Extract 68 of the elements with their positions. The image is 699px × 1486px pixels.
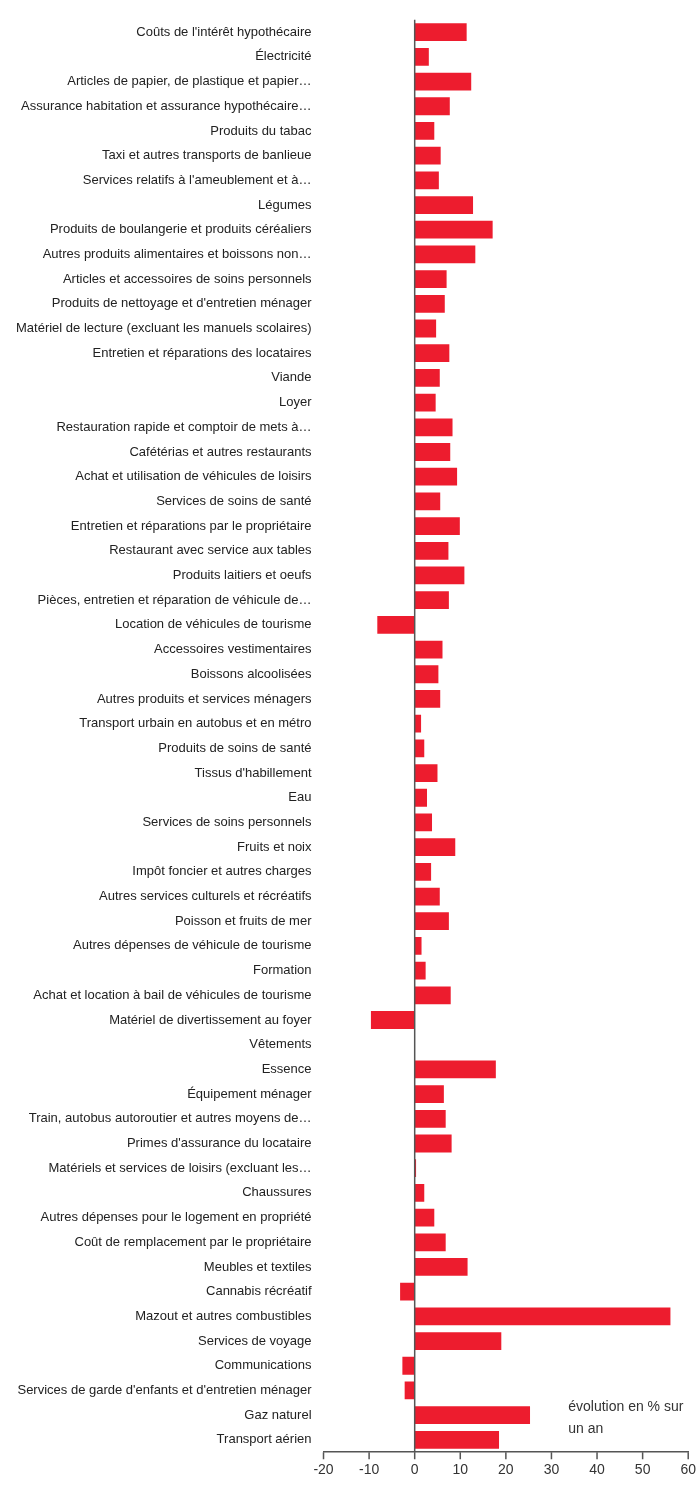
y-tick-label: Entretien et réparations par le propriétaire bbox=[70, 517, 312, 533]
y-tick-label: Produits laitiers et oeufs bbox=[172, 567, 313, 583]
y-tick-label: Équipement ménager bbox=[187, 1085, 313, 1101]
y-tick-label: Produits du tabac bbox=[210, 122, 312, 138]
x-tick-label: -10 bbox=[358, 1461, 380, 1478]
y-tick-label: Viande bbox=[271, 369, 312, 385]
y-tick-label: Loyer bbox=[278, 394, 313, 410]
y-tick-label: Articles de papier, de plastique et papier… bbox=[67, 73, 312, 89]
y-tick-label: Pièces, entretien et réparation de véhicule de… bbox=[37, 591, 312, 607]
x-tick-label: 40 bbox=[589, 1461, 606, 1478]
y-tick-label: Accessoires vestimentaires bbox=[154, 641, 313, 657]
y-tick-label: Cafétérias et autres restaurants bbox=[129, 443, 313, 459]
x-tick-label: -20 bbox=[313, 1461, 334, 1478]
y-tick-label: Essence bbox=[261, 1060, 312, 1076]
y-tick-label: Transport urbain en autobus et en métro bbox=[79, 715, 312, 731]
y-tick-label: Achat et utilisation de véhicules de loisirs bbox=[75, 468, 313, 484]
y-tick-label: Achat et location à bail de véhicules de tourisme bbox=[33, 986, 312, 1002]
y-tick-label: Mazout et autres combustibles bbox=[135, 1307, 313, 1323]
y-tick-label: Communications bbox=[214, 1357, 312, 1373]
y-tick-label: Légumes bbox=[258, 196, 313, 212]
x-tick-label: 30 bbox=[543, 1461, 560, 1478]
y-tick-label: Coûts de l'intérêt hypothécaire bbox=[136, 23, 312, 39]
x-tick-label: 50 bbox=[634, 1461, 651, 1478]
y-tick-label: Matériel de divertissement au foyer bbox=[109, 1011, 313, 1027]
y-tick-label: Train, autobus autoroutier et autres moyens de… bbox=[28, 1110, 312, 1126]
y-tick-label: Coût de remplacement par le propriétaire bbox=[74, 1233, 312, 1249]
y-tick-label: Produits de nettoyage et d'entretien ménager bbox=[51, 295, 313, 311]
y-tick-label: Location de véhicules de tourisme bbox=[114, 616, 312, 632]
y-tick-label: Chaussures bbox=[242, 1184, 313, 1200]
y-tick-label: Gaz naturel bbox=[244, 1406, 312, 1422]
y-tick-label: Services de soins de santé bbox=[156, 492, 312, 508]
y-tick-label: Primes d'assurance du locataire bbox=[126, 1135, 312, 1151]
x-tick-label: 10 bbox=[452, 1461, 469, 1478]
y-tick-label: Autres services culturels et récréatifs bbox=[99, 888, 313, 904]
x-tick-label: 60 bbox=[680, 1461, 697, 1478]
y-tick-label: Services de garde d'enfants et d'entretien ménager bbox=[17, 1382, 313, 1398]
y-tick-label: Restaurant avec service aux tables bbox=[109, 542, 313, 558]
y-tick-label: Poisson et fruits de mer bbox=[174, 912, 313, 928]
y-tick-label: Autres produits et services ménagers bbox=[96, 690, 312, 706]
y-tick-label: Boissons alcoolisées bbox=[190, 665, 312, 681]
y-tick-label: Matériel de lecture (excluant les manuels scolaires) bbox=[16, 320, 312, 336]
y-tick-label: Fruits et noix bbox=[237, 838, 313, 854]
y-tick-label: Services relatifs à l'ameublement et à… bbox=[82, 171, 312, 187]
y-tick-label: Articles et accessoires de soins personnels bbox=[62, 270, 313, 286]
y-tick-label: Autres produits alimentaires et boissons non… bbox=[42, 246, 312, 261]
annotation: évolution en % sur un an bbox=[568, 1398, 684, 1437]
y-tick-label: Services de voyage bbox=[198, 1332, 312, 1348]
y-tick-label: Cannabis récréatif bbox=[206, 1283, 312, 1299]
y-tick-label: Impôt foncier et autres charges bbox=[132, 863, 313, 879]
y-tick-label: Eau bbox=[288, 789, 312, 805]
y-tick-label: Électricité bbox=[255, 48, 312, 64]
y-tick-label: Tissus d'habillement bbox=[194, 764, 312, 780]
x-tick-label: 20 bbox=[498, 1461, 514, 1478]
y-tick-label: Transport aérien bbox=[216, 1431, 312, 1447]
y-tick-label: Formation bbox=[252, 962, 312, 978]
y-tick-label: Autres dépenses pour le logement en propriété bbox=[40, 1209, 312, 1225]
y-tick-label: Autres dépenses de véhicule de tourisme bbox=[73, 937, 312, 953]
y-tick-label: Services de soins personnels bbox=[142, 814, 313, 830]
y-tick-label: Restauration rapide et comptoir de mets à… bbox=[56, 418, 312, 434]
y-tick-label: Entretien et réparations des locataires bbox=[92, 344, 312, 360]
y-tick-label: Produits de boulangerie et produits céréaliers bbox=[49, 221, 313, 237]
y-tick-label: Meubles et textiles bbox=[203, 1258, 313, 1274]
y-tick-label: Assurance habitation et assurance hypothécaire… bbox=[21, 97, 312, 113]
y-tick-label: Vêtements bbox=[249, 1036, 312, 1052]
y-tick-label: Produits de soins de santé bbox=[158, 739, 312, 755]
y-tick-label: Taxi et autres transports de banlieue bbox=[101, 147, 312, 163]
y-tick-label: Matériels et services de loisirs (excluant les… bbox=[48, 1159, 312, 1175]
x-tick-label: 0 bbox=[410, 1461, 419, 1478]
